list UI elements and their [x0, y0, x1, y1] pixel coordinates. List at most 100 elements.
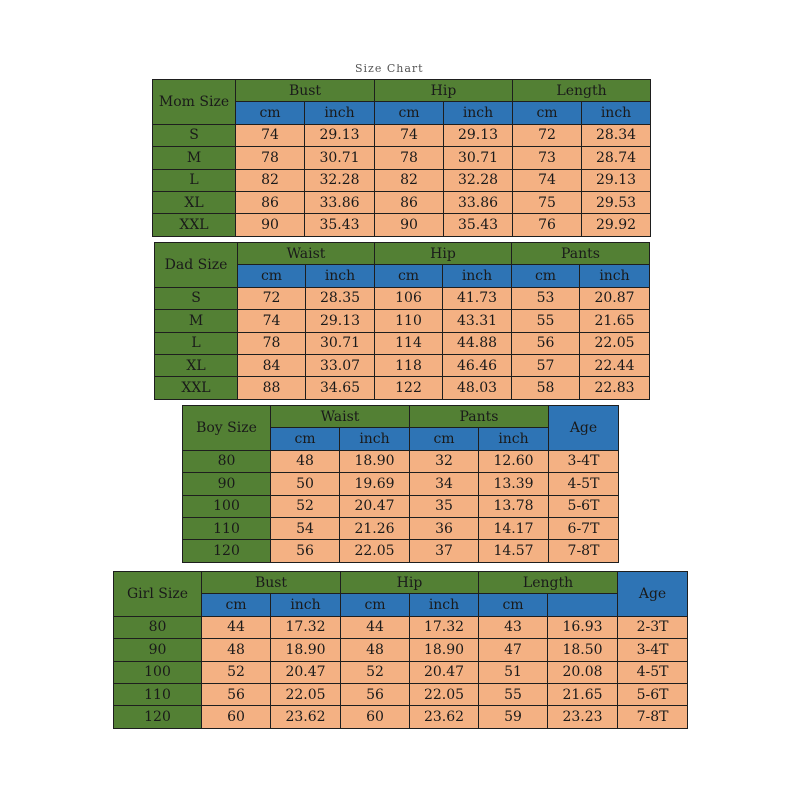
table-cell: 29.13 [305, 309, 375, 333]
mom-size-corner-label: Mom Size [152, 79, 236, 125]
boy-size-table: Boy Size Waist Pants Age cm inch cm inch… [182, 404, 619, 563]
table-cell: 84 [237, 353, 306, 378]
table-cell: 54 [270, 516, 340, 541]
unit-header: cm [511, 264, 580, 288]
table-cell: 23.62 [270, 705, 341, 729]
table-row: S 74 29.13 74 29.13 72 28.34 [152, 123, 652, 148]
size-label: 110 [182, 516, 271, 541]
table-cell: 52 [270, 494, 340, 518]
table-cell: 14.17 [478, 516, 549, 541]
table-cell: 21.26 [339, 516, 410, 541]
table-cell: 30.71 [443, 146, 513, 170]
table-row: 90 48 18.90 48 18.90 47 18.50 3-4T [113, 638, 689, 662]
girl-size-table: Girl Size Bust Hip Length Age cm inch cm… [113, 570, 689, 729]
table-cell: 60 [201, 705, 271, 729]
table-cell: 48 [270, 449, 340, 474]
size-label: 120 [182, 539, 271, 563]
table-row: XL 86 33.86 86 33.86 75 29.53 [152, 190, 652, 215]
table-cell: 20.47 [409, 660, 479, 684]
table-cell: 53 [511, 286, 580, 311]
dad-waist-header: Waist [237, 241, 375, 266]
table-cell: 44 [340, 615, 410, 640]
table-cell: 56 [511, 331, 580, 355]
table-cell: 43.31 [442, 309, 512, 333]
mom-hip-header: Hip [374, 78, 513, 103]
unit-header: inch [409, 593, 479, 617]
table-cell: 29.13 [304, 123, 375, 148]
size-label: M [152, 146, 236, 170]
size-chart-title: Size Chart [355, 64, 424, 74]
age-cell: 4-5T [617, 660, 689, 684]
table-cell: 23.62 [409, 705, 479, 729]
girl-length-header: Length [477, 570, 619, 595]
table-cell: 86 [374, 190, 444, 215]
size-label: 80 [182, 449, 271, 474]
age-cell: 2-3T [617, 615, 689, 640]
table-row: 80 44 17.32 44 17.32 43 16.93 2-3T [113, 615, 689, 640]
table-cell: 74 [512, 168, 582, 192]
unit-header: inch [579, 264, 650, 288]
table-cell: 52 [340, 660, 410, 684]
unit-header: inch [270, 593, 341, 617]
girl-size-corner-label: Girl Size [113, 571, 202, 617]
table-row: L 78 30.71 114 44.88 56 22.05 [154, 331, 650, 355]
table-cell: 56 [270, 539, 340, 563]
table-cell: 22.05 [270, 682, 341, 707]
dad-pants-header: Pants [511, 241, 650, 266]
unit-header: cm [237, 264, 306, 288]
table-cell: 51 [478, 660, 548, 684]
table-cell: 32.28 [443, 168, 513, 192]
girl-hip-header: Hip [340, 570, 479, 595]
unit-header: cm [201, 593, 271, 617]
mom-length-header: Length [511, 78, 652, 103]
table-row: 110 54 21.26 36 14.17 6-7T [182, 516, 619, 541]
dad-size-table: Dad Size Waist Hip Pants cm inch cm inch… [154, 241, 650, 400]
size-label: 110 [113, 682, 202, 707]
unit-header: cm [270, 427, 340, 451]
table-cell: 29.13 [580, 168, 652, 192]
size-label: M [154, 309, 238, 333]
unit-header: cm [374, 264, 443, 288]
table-cell: 13.78 [478, 494, 549, 518]
table-cell: 50 [270, 472, 340, 496]
boy-age-header: Age [548, 405, 619, 451]
table-cell: 30.71 [305, 331, 375, 355]
table-cell: 32 [409, 449, 479, 474]
table-cell: 48 [201, 638, 271, 662]
girl-bust-header: Bust [201, 570, 341, 595]
age-cell: 5-6T [548, 494, 619, 518]
table-cell: 18.90 [409, 638, 479, 662]
age-cell: 6-7T [548, 516, 619, 541]
table-row: XXL 88 34.65 122 48.03 58 22.83 [154, 376, 650, 400]
table-cell: 22.83 [579, 376, 650, 400]
table-cell: 56 [201, 682, 271, 707]
unit-header: inch [305, 264, 375, 288]
table-row: M 74 29.13 110 43.31 55 21.65 [154, 309, 650, 333]
table-cell: 78 [235, 146, 305, 170]
table-row: S 72 28.35 106 41.73 53 20.87 [154, 286, 650, 311]
table-cell: 43 [478, 615, 548, 640]
size-label: 100 [182, 494, 271, 518]
table-cell: 86 [235, 190, 305, 215]
table-row: 120 56 22.05 37 14.57 7-8T [182, 539, 619, 563]
table-cell: 28.34 [580, 123, 652, 148]
table-cell: 28.35 [305, 286, 375, 311]
table-row: 100 52 20.47 52 20.47 51 20.08 4-5T [113, 660, 689, 684]
unit-header: inch [304, 101, 375, 125]
table-cell: 41.73 [442, 286, 512, 311]
age-cell: 7-8T [617, 705, 689, 729]
table-cell: 22.44 [579, 353, 650, 378]
size-label: S [154, 286, 238, 311]
table-cell: 29.92 [580, 213, 652, 237]
table-cell: 35.43 [304, 213, 375, 237]
table-cell: 88 [237, 376, 306, 400]
table-cell: 21.65 [546, 682, 619, 707]
size-label: L [152, 168, 236, 192]
table-cell: 60 [340, 705, 410, 729]
age-cell: 5-6T [617, 682, 689, 707]
girl-age-header: Age [617, 571, 689, 617]
mom-size-table: Mom Size Bust Hip Length cm inch cm inch… [152, 78, 652, 237]
table-cell: 18.90 [270, 638, 341, 662]
unit-header: cm [478, 593, 548, 617]
table-cell: 44.88 [442, 331, 512, 355]
